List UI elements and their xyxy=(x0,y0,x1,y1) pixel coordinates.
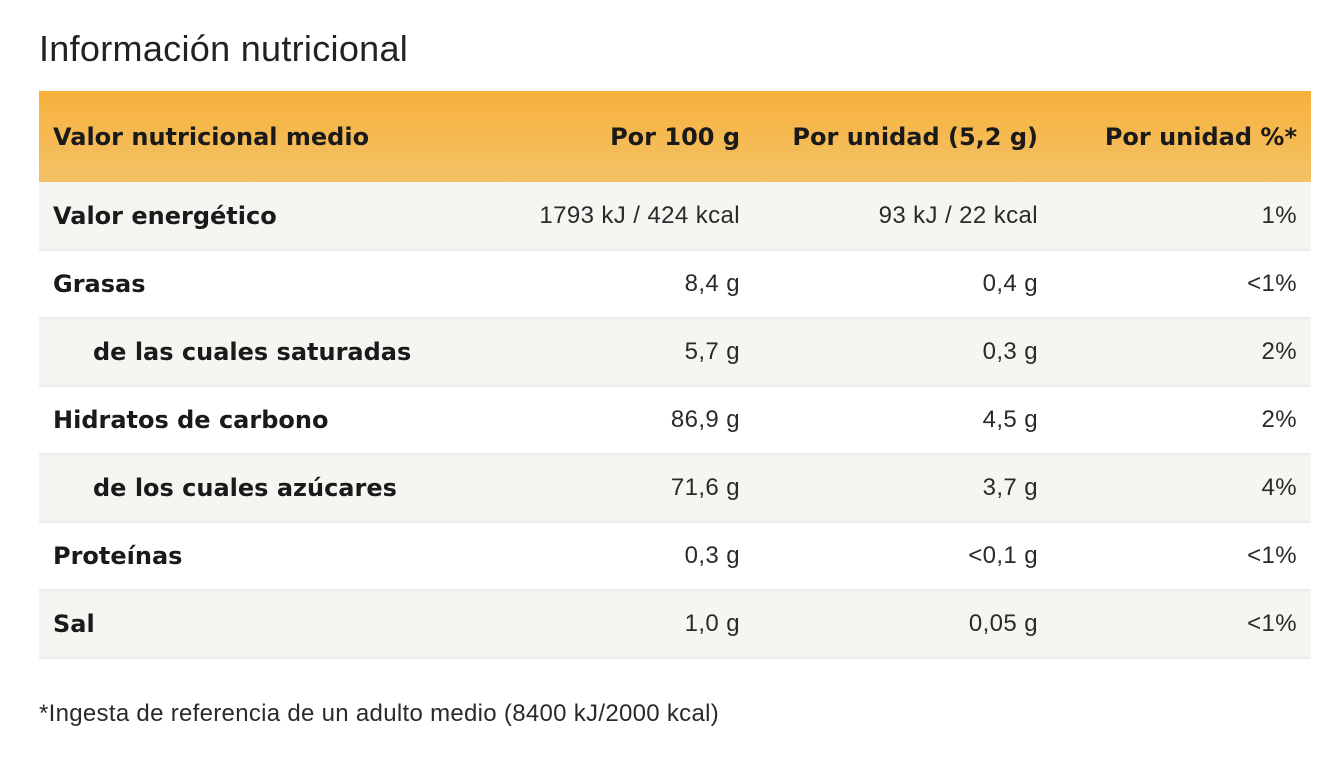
value-per-100g: 5,7 g xyxy=(684,338,740,365)
header-per-unit-percent: Por unidad %* xyxy=(1104,122,1297,151)
value-per-100g: 8,4 g xyxy=(684,270,740,297)
value-per-unit: 0,4 g xyxy=(982,270,1038,297)
table-row: Hidratos de carbono 86,9 g 4,5 g 2% xyxy=(39,386,1311,454)
nutrient-name: Grasas xyxy=(53,270,146,298)
value-per-unit: 4,5 g xyxy=(982,406,1038,433)
value-per-100g: 1793 kJ / 424 kcal xyxy=(539,201,740,229)
nutrient-name: Sal xyxy=(53,610,95,638)
value-per-100g: 86,9 g xyxy=(670,406,740,433)
value-per-100g: 1,0 g xyxy=(684,610,740,637)
value-per-unit: <0,1 g xyxy=(968,542,1038,569)
value-per-100g: 0,3 g xyxy=(684,542,740,569)
value-per-unit: 0,05 g xyxy=(968,610,1038,637)
nutrient-name: de los cuales azúcares xyxy=(93,474,397,502)
table-row: Grasas 8,4 g 0,4 g <1% xyxy=(39,250,1311,318)
nutrient-name: Valor energético xyxy=(53,201,277,230)
table-row: Valor energético 1793 kJ / 424 kcal 93 k… xyxy=(39,182,1311,250)
value-percent: 2% xyxy=(1261,338,1297,365)
value-per-unit: 0,3 g xyxy=(982,338,1038,365)
nutrient-name: de las cuales saturadas xyxy=(93,338,412,366)
header-nutrient: Valor nutricional medio xyxy=(53,122,370,151)
value-percent: <1% xyxy=(1247,610,1297,637)
nutrient-name: Proteínas xyxy=(53,542,183,570)
nutrition-table: Valor nutricional medio Por 100 g Por un… xyxy=(39,91,1311,659)
table-row: Sal 1,0 g 0,05 g <1% xyxy=(39,590,1311,658)
table-row: de las cuales saturadas 5,7 g 0,3 g 2% xyxy=(39,318,1311,386)
reference-intake-footnote: *Ingesta de referencia de un adulto medi… xyxy=(39,700,720,727)
value-percent: 4% xyxy=(1261,474,1297,501)
page-title: Información nutricional xyxy=(39,28,409,69)
value-percent: 1% xyxy=(1261,201,1297,229)
header-per-100g: Por 100 g xyxy=(610,122,740,151)
header-per-unit: Por unidad (5,2 g) xyxy=(792,122,1038,151)
table-row: Proteínas 0,3 g <0,1 g <1% xyxy=(39,522,1311,590)
table-row: de los cuales azúcares 71,6 g 3,7 g 4% xyxy=(39,454,1311,522)
value-per-unit: 93 kJ / 22 kcal xyxy=(878,201,1038,229)
value-per-unit: 3,7 g xyxy=(982,474,1038,501)
table-header-row: Valor nutricional medio Por 100 g Por un… xyxy=(39,91,1311,182)
nutrient-name: Hidratos de carbono xyxy=(53,406,329,434)
value-percent: <1% xyxy=(1247,542,1297,569)
value-per-100g: 71,6 g xyxy=(670,474,740,501)
value-percent: 2% xyxy=(1261,406,1297,433)
value-percent: <1% xyxy=(1247,270,1297,297)
